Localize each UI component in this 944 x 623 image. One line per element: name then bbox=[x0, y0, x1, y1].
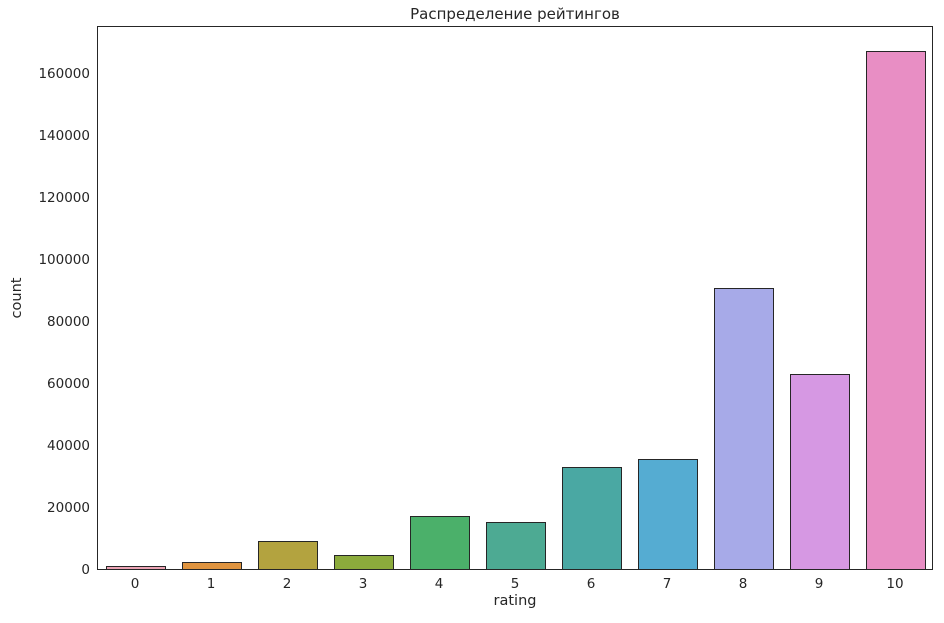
x-tick-label-3: 3 bbox=[358, 576, 368, 592]
bar-rating-0 bbox=[105, 565, 167, 569]
y-tick-label-80000: 80000 bbox=[47, 314, 90, 331]
x-tick-label-7: 7 bbox=[662, 576, 672, 592]
x-tick-label-2: 2 bbox=[282, 576, 292, 592]
bar-rating-3 bbox=[333, 555, 395, 569]
bar-rating-7 bbox=[637, 458, 699, 569]
plot-area bbox=[97, 26, 933, 570]
x-tick-label-4: 4 bbox=[434, 576, 444, 592]
bar-rating-6 bbox=[561, 466, 623, 569]
bar-rating-9 bbox=[789, 373, 851, 569]
x-tick-label-5: 5 bbox=[510, 576, 520, 592]
y-axis-label: count bbox=[9, 277, 25, 319]
y-tick-label-100000: 100000 bbox=[38, 252, 90, 269]
y-tick-label-60000: 60000 bbox=[47, 376, 90, 393]
x-tick-label-6: 6 bbox=[586, 576, 596, 592]
bar-rating-5 bbox=[485, 521, 547, 569]
bar-rating-10 bbox=[865, 51, 927, 569]
x-tick-label-8: 8 bbox=[738, 576, 748, 592]
x-axis-label: rating bbox=[493, 593, 537, 609]
bar-rating-1 bbox=[181, 562, 243, 569]
y-tick-label-40000: 40000 bbox=[47, 438, 90, 454]
x-tick-label-0: 0 bbox=[130, 576, 140, 592]
x-tick-label-10: 10 bbox=[886, 576, 904, 592]
bar-rating-8 bbox=[713, 288, 775, 569]
y-tick-label-120000: 120000 bbox=[38, 190, 90, 207]
bar-rating-2 bbox=[257, 541, 319, 569]
y-tick-label-0: 0 bbox=[81, 562, 90, 578]
chart-title: Распределение рейтингов bbox=[410, 5, 620, 23]
x-tick-label-9: 9 bbox=[814, 576, 824, 592]
bar-rating-4 bbox=[409, 516, 471, 569]
x-tick-label-1: 1 bbox=[206, 576, 216, 592]
y-tick-label-20000: 20000 bbox=[47, 500, 90, 516]
y-tick-label-160000: 160000 bbox=[38, 66, 90, 83]
y-tick-label-140000: 140000 bbox=[38, 128, 90, 145]
